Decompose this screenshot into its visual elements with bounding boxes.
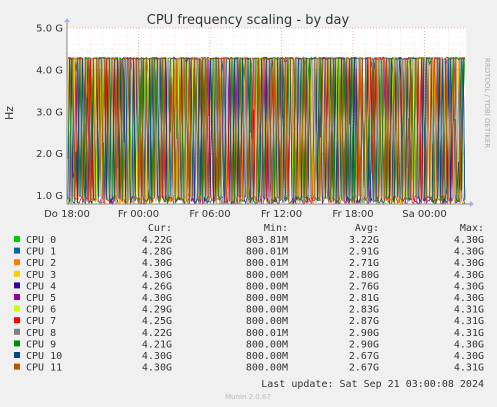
x-axis-arrow <box>470 201 474 207</box>
legend-value-max: 4.30G <box>454 293 484 304</box>
legend-value-max: 4.30G <box>454 351 484 362</box>
legend-value-avg: 2.91G <box>349 247 379 258</box>
legend-value-avg: 3.22G <box>349 235 379 246</box>
legend-swatch <box>14 305 20 312</box>
legend-series-name: CPU 4 <box>26 281 56 292</box>
legend-value-max: 4.31G <box>454 363 484 374</box>
legend-value-cur: 4.25G <box>142 316 172 327</box>
x-tick-label: Fr 12:00 <box>261 209 302 220</box>
legend-value-cur: 4.30G <box>142 363 172 374</box>
legend-value-max: 4.31G <box>454 328 484 339</box>
legend-value-max: 4.30G <box>454 235 484 246</box>
legend-header-avg: Avg: <box>355 223 379 234</box>
legend-value-cur: 4.30G <box>142 270 172 281</box>
legend-series-name: CPU 7 <box>26 316 56 327</box>
legend-value-min: 800.00M <box>246 316 288 327</box>
y-axis-label: Hz <box>3 106 16 120</box>
legend-series-name: CPU 10 <box>26 351 62 362</box>
legend-series-name: CPU 2 <box>26 258 56 269</box>
legend-swatch <box>14 259 20 266</box>
munin-version: Munin 2.0.67 <box>225 393 271 401</box>
legend-series-name: CPU 8 <box>26 328 56 339</box>
legend-value-cur: 4.26G <box>142 281 172 292</box>
series-line-cpu-11 <box>67 56 465 205</box>
x-tick-label: Do 18:00 <box>44 209 90 220</box>
legend-value-avg: 2.67G <box>349 351 379 362</box>
legend-value-cur: 4.30G <box>142 258 172 269</box>
legend-swatch <box>14 294 20 300</box>
legend-swatch <box>14 236 20 242</box>
legend-value-max: 4.31G <box>454 316 484 327</box>
series-line-cpu-7 <box>67 56 466 205</box>
legend-series-name: CPU 11 <box>26 363 62 374</box>
legend-header-max: Max: <box>460 223 484 234</box>
legend-value-cur: 4.28G <box>142 247 172 258</box>
x-tick-label: Fr 00:00 <box>118 209 159 220</box>
legend-series-name: CPU 3 <box>26 270 56 281</box>
y-axis-arrow <box>64 18 70 22</box>
legend-value-min: 800.01M <box>246 247 288 258</box>
legend-value-min: 800.00M <box>246 339 288 350</box>
legend-value-cur: 4.30G <box>142 351 172 362</box>
x-tick-label: Fr 18:00 <box>332 209 373 220</box>
legend-swatch <box>14 352 20 358</box>
x-tick-label: Fr 06:00 <box>189 209 230 220</box>
legend-value-min: 800.00M <box>246 363 288 374</box>
legend-value-max: 4.30G <box>454 247 484 258</box>
legend-swatch <box>14 317 20 324</box>
legend-value-avg: 2.90G <box>349 328 379 339</box>
y-tick-label: 2.0 G <box>36 149 63 160</box>
legend-value-max: 4.30G <box>454 281 484 292</box>
last-update: Last update: Sat Sep 21 03:00:08 2024 <box>261 379 484 390</box>
legend-value-min: 803.81M <box>246 235 288 246</box>
y-tick-label: 1.0 G <box>36 191 63 202</box>
legend-value-max: 4.30G <box>454 258 484 269</box>
legend-value-min: 800.01M <box>246 258 288 269</box>
legend-swatch <box>14 328 20 335</box>
legend-value-avg: 2.83G <box>349 305 379 316</box>
legend-series-name: CPU 9 <box>26 339 56 350</box>
y-tick-label: 5.0 G <box>36 24 63 35</box>
legend-series-name: CPU 0 <box>26 235 56 246</box>
legend-swatch <box>14 247 20 254</box>
legend-value-avg: 2.76G <box>349 281 379 292</box>
legend-value-min: 800.00M <box>246 270 288 281</box>
legend-value-min: 800.00M <box>246 293 288 304</box>
legend-series-name: CPU 5 <box>26 293 56 304</box>
legend-value-min: 800.00M <box>246 281 288 292</box>
legend-value-min: 800.00M <box>246 351 288 362</box>
legend-swatch <box>14 340 20 347</box>
rrdtool-credit: RRDTOOL / TOBI OETIKER <box>483 58 491 148</box>
legend-series-name: CPU 1 <box>26 247 56 258</box>
legend-value-cur: 4.29G <box>142 305 172 316</box>
legend-value-avg: 2.81G <box>349 293 379 304</box>
legend-swatch <box>14 282 20 289</box>
legend-value-max: 4.30G <box>454 270 484 281</box>
y-tick-label: 3.0 G <box>36 107 63 118</box>
legend-value-avg: 2.71G <box>349 258 379 269</box>
legend-header-min: Min: <box>264 223 288 234</box>
y-tick-label: 4.0 G <box>36 65 63 76</box>
legend-value-avg: 2.67G <box>349 363 379 374</box>
legend-value-avg: 2.87G <box>349 316 379 327</box>
legend-series-name: CPU 6 <box>26 305 56 316</box>
chart-title: CPU frequency scaling - by day <box>147 13 350 28</box>
legend-value-cur: 4.21G <box>142 339 172 350</box>
legend-value-cur: 4.30G <box>142 293 172 304</box>
legend-value-max: 4.30G <box>454 339 484 350</box>
legend-value-min: 800.00M <box>246 305 288 316</box>
legend-header-cur: Cur: <box>148 223 172 234</box>
legend-value-avg: 2.90G <box>349 339 379 350</box>
legend-value-avg: 2.80G <box>349 270 379 281</box>
legend-swatch <box>14 270 20 277</box>
series-line-cpu-10 <box>67 56 466 205</box>
x-tick-label: Sa 00:00 <box>402 209 446 220</box>
legend-value-min: 800.01M <box>246 328 288 339</box>
legend-value-max: 4.31G <box>454 305 484 316</box>
legend-value-cur: 4.22G <box>142 235 172 246</box>
legend-swatch <box>14 363 20 370</box>
legend-value-cur: 4.22G <box>142 328 172 339</box>
